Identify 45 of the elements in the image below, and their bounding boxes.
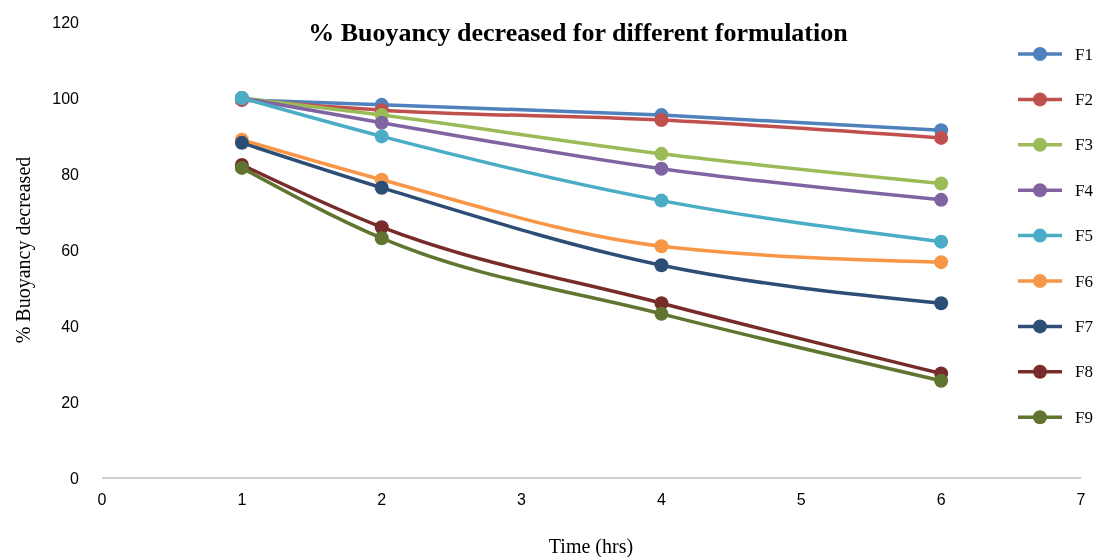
point [934,176,949,191]
point [934,234,949,249]
x-tick-label: 7 [1076,491,1086,508]
point [654,146,669,161]
point [374,115,389,130]
legend-label: F1 [1075,44,1093,64]
x-tick-label: 3 [517,491,527,508]
legend-label: F9 [1075,407,1093,427]
chart-title: % Buoyancy decreased for different formulation [308,18,849,47]
point [654,239,669,254]
point [374,231,389,246]
point [934,130,949,145]
x-tick-label: 5 [796,491,806,508]
legend-label: F5 [1075,226,1093,246]
legend-label: F2 [1075,89,1093,109]
point [654,258,669,273]
point [934,192,949,207]
legend-label: F3 [1075,135,1093,155]
legend-label: F7 [1075,316,1094,336]
x-tick-label: 0 [97,491,107,508]
legend-label: F4 [1075,180,1094,200]
point [654,193,669,208]
point [654,306,669,321]
point [654,113,669,128]
y-tick-label: 120 [52,13,80,31]
point [654,161,669,176]
point [374,180,389,195]
legend-label: F8 [1075,362,1093,382]
y-tick-label: 40 [61,317,80,335]
y-tick-label: 20 [61,393,80,411]
point [934,255,949,270]
y-axis-title: % Buoyancy decreased [12,156,35,344]
x-tick-label: 1 [237,491,247,508]
legend-label: F6 [1075,271,1093,291]
x-tick-label: 4 [656,491,666,508]
y-tick-label: 60 [61,241,80,259]
point [374,129,389,144]
x-axis-title: Time (hrs) [548,535,634,557]
point [934,373,949,388]
x-tick-label: 2 [377,491,387,508]
x-tick-label: 6 [936,491,946,508]
y-tick-label: 0 [70,469,80,487]
y-tick-label: 100 [52,89,80,107]
point [934,296,949,311]
y-tick-label: 80 [61,165,80,183]
